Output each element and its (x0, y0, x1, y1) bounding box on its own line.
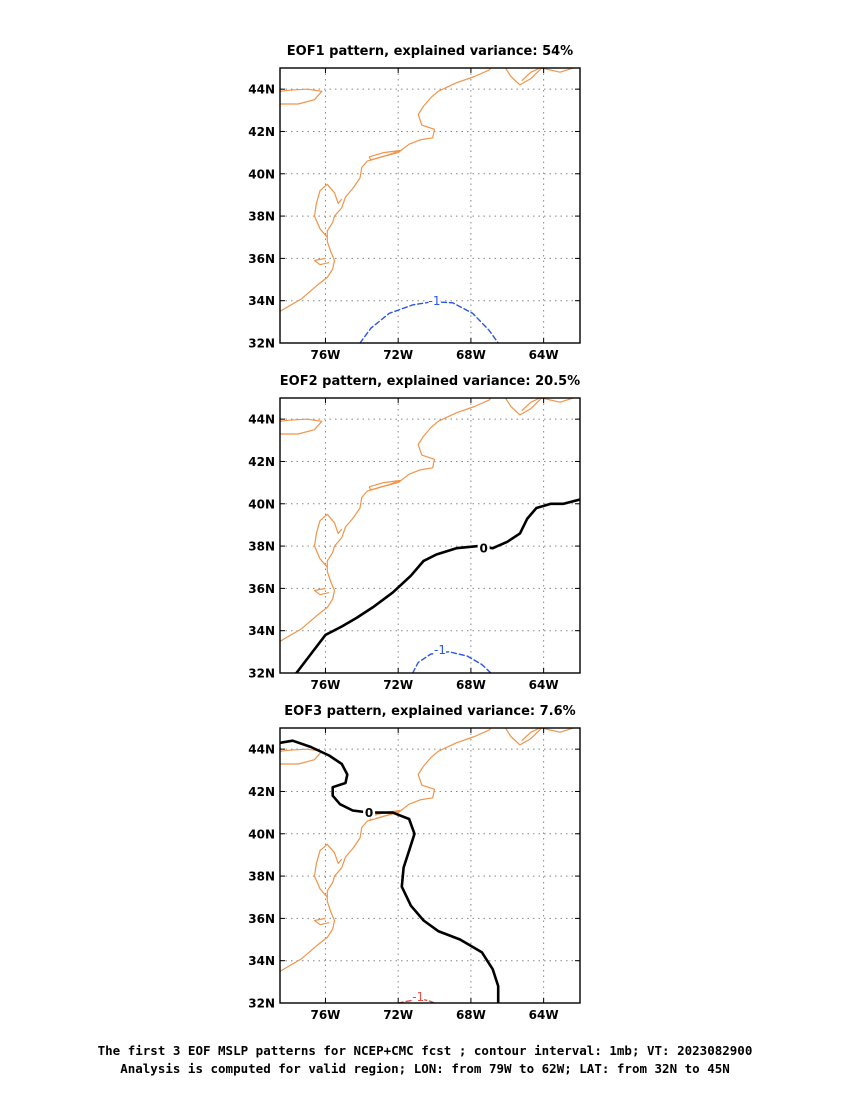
eof-panel-3: EOF3 pattern, explained variance: 7.6% 0 -… (248, 704, 581, 1022)
y-tick-label: 38N (248, 210, 275, 224)
contour-line-neg (359, 301, 499, 343)
x-tick-label: 64W (529, 678, 559, 692)
x-tick-label: 68W (456, 678, 486, 692)
eof-figure: EOF1 pattern, explained variance: 54% -1 7… (248, 44, 581, 1022)
y-tick-label: 36N (248, 912, 275, 926)
eof-panel-1: EOF1 pattern, explained variance: 54% -1 7… (248, 44, 581, 362)
coastline (504, 68, 576, 86)
contour-label-bg (477, 541, 490, 555)
x-tick-label: 76W (310, 678, 340, 692)
contour-label-bg (428, 293, 441, 307)
x-tick-label: 68W (456, 1008, 486, 1022)
y-tick-label: 32N (248, 997, 275, 1011)
x-tick-label: 68W (456, 348, 486, 362)
coastline (521, 398, 541, 412)
contour-line-neg (412, 651, 492, 673)
coastline (280, 418, 323, 435)
panel-frame (279, 397, 581, 674)
coastline (521, 728, 541, 742)
coastline (280, 748, 323, 765)
y-tick-label: 38N (248, 540, 275, 554)
y-tick-label: 42N (248, 125, 275, 139)
x-tick-label: 72W (383, 1008, 413, 1022)
eof-panel-2: EOF2 pattern, explained variance: 20.5% 0… (248, 374, 581, 692)
x-tick-label: 72W (383, 678, 413, 692)
coastline (280, 88, 323, 105)
contour-label: -1 (429, 294, 441, 308)
contour-label: -1 (434, 643, 446, 657)
panel-frame (279, 67, 581, 344)
coastline (280, 398, 492, 642)
panel-plot-area: 0 -1 (280, 398, 580, 673)
coastline (313, 513, 343, 568)
y-tick-label: 40N (248, 167, 275, 181)
caption-line-1: The first 3 EOF MSLP patterns for NCEP+C… (97, 1043, 753, 1058)
panel-frame (279, 727, 581, 1004)
y-tick-label: 42N (248, 785, 275, 799)
y-tick-label: 36N (248, 252, 275, 266)
contour-label-bg (363, 805, 376, 819)
y-tick-label: 38N (248, 870, 275, 884)
y-tick-label: 34N (248, 954, 275, 968)
panel-title: EOF3 pattern, explained variance: 7.6% (284, 704, 575, 719)
panel-plot-area: -1 (280, 68, 576, 343)
y-tick-label: 44N (248, 743, 275, 757)
caption-line-2: Analysis is computed for valid region; L… (120, 1061, 730, 1076)
x-tick-label: 64W (529, 348, 559, 362)
x-tick-label: 64W (529, 1008, 559, 1022)
contour-label: -1 (412, 990, 424, 1004)
panel-title: EOF1 pattern, explained variance: 54% (287, 44, 573, 59)
y-tick-label: 32N (248, 337, 275, 351)
contour-label-bg (412, 989, 425, 1003)
coastline (313, 843, 343, 898)
coastline (521, 68, 541, 82)
y-tick-label: 40N (248, 827, 275, 841)
y-tick-label: 44N (248, 413, 275, 427)
y-tick-label: 42N (248, 455, 275, 469)
coastline (280, 728, 492, 972)
contour-label-bg (434, 642, 446, 656)
y-tick-label: 44N (248, 83, 275, 97)
contour-line-zero (280, 739, 500, 1003)
y-tick-label: 36N (248, 582, 275, 596)
coastline (313, 257, 330, 266)
coastline (504, 728, 576, 746)
contour-line-neg (397, 998, 436, 1003)
y-tick-label: 40N (248, 497, 275, 511)
x-tick-label: 76W (310, 1008, 340, 1022)
panel-plot-area: 0 -1 (280, 728, 576, 1004)
contour-label: 0 (479, 542, 487, 556)
coastline (313, 917, 330, 926)
coastline (368, 149, 401, 161)
contour-line-zero (295, 498, 580, 673)
x-tick-label: 76W (310, 348, 340, 362)
coastline (368, 479, 401, 491)
y-tick-label: 34N (248, 624, 275, 638)
coastline (504, 398, 576, 416)
contour-label: 0 (365, 806, 373, 820)
y-tick-label: 32N (248, 667, 275, 681)
panel-title: EOF2 pattern, explained variance: 20.5% (280, 374, 580, 389)
y-tick-label: 34N (248, 294, 275, 308)
coastline (313, 183, 343, 238)
coastline (280, 68, 492, 312)
coastline (313, 587, 330, 596)
x-tick-label: 72W (383, 348, 413, 362)
